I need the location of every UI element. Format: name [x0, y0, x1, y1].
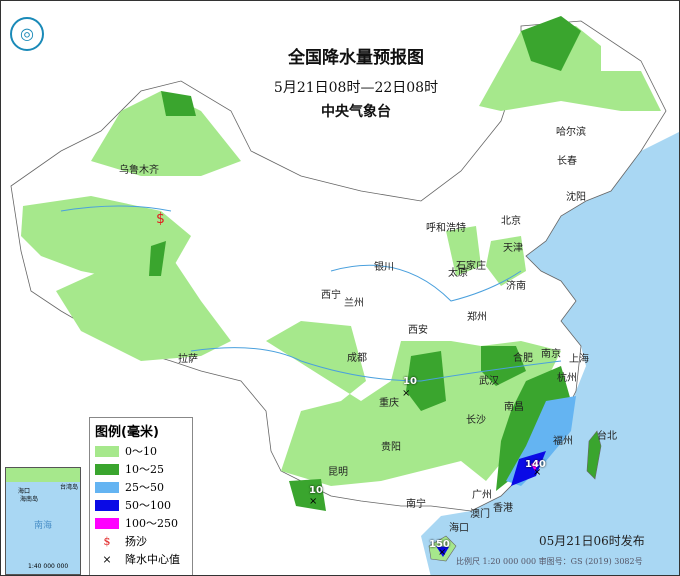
center-marker: ×: [438, 547, 446, 558]
city-label: 上海: [569, 354, 589, 365]
legend-item: $ 扬沙: [95, 532, 187, 550]
center-marker: ×: [533, 467, 541, 478]
rain-10-25: [149, 16, 581, 511]
city-label: 台北: [597, 431, 617, 442]
city-label: 重庆: [379, 398, 399, 409]
map-period: 5月21日08时—22日08时: [273, 80, 439, 96]
center-value: 140: [525, 459, 546, 470]
city-label: 杭州: [557, 373, 577, 384]
legend-swatch: [95, 445, 119, 457]
city-label: 乌鲁木齐: [119, 165, 159, 176]
legend-label: 50～100: [125, 499, 171, 512]
legend-label: 降水中心值: [125, 553, 180, 566]
city-label: 长春: [557, 156, 577, 167]
city-label: 天津: [503, 243, 523, 254]
inset-label: 海口: [18, 488, 31, 495]
center-marker: ×: [402, 388, 410, 399]
inset-land: [6, 468, 80, 482]
legend-label: 扬沙: [125, 535, 147, 548]
legend-label: 10～25: [125, 463, 164, 476]
legend-swatch: [95, 481, 119, 493]
city-label: 广州: [472, 490, 492, 501]
legend-swatch: [95, 463, 119, 475]
legend-item: 10～25: [95, 460, 187, 478]
taiwan: [586, 430, 602, 480]
city-label: 成都: [347, 353, 367, 364]
legend: 图例(毫米) 0～10 10～25 25～50 50～100 100～250 $…: [89, 417, 193, 575]
city-label: 太原: [448, 268, 468, 279]
river: [60, 205, 562, 382]
city-label: 拉萨: [178, 354, 198, 365]
sand-icon: $: [103, 534, 111, 548]
city-label: 沈阳: [566, 192, 586, 203]
center-value: 10: [403, 376, 417, 387]
legend-item: 100～250: [95, 514, 187, 532]
city-label: 北京: [501, 216, 521, 227]
city-label: 南宁: [406, 499, 426, 510]
inset-label: 台湾岛: [60, 484, 79, 491]
city-label: 长沙: [466, 415, 486, 426]
rain-100-250: [531, 461, 539, 471]
center-value: 150: [429, 539, 450, 550]
city-label: 西安: [408, 325, 428, 336]
map-title: 全国降水量预报图: [288, 48, 424, 68]
city-label: 呼和浩特: [426, 223, 466, 234]
cma-logo: ◎: [10, 17, 44, 51]
legend-item: 0～10: [95, 442, 187, 460]
legend-label: 0～10: [125, 445, 157, 458]
inset-sea-label: 南海: [34, 521, 53, 531]
city-label: 济南: [506, 281, 526, 292]
city-label: 银川: [374, 262, 394, 273]
city-label: 西宁: [321, 290, 341, 301]
legend-title: 图例(毫米): [95, 425, 159, 440]
city-label: 香港: [493, 503, 513, 514]
city-label: 郑州: [467, 312, 487, 323]
city-label: 澳门: [470, 509, 490, 520]
center-marker: ×: [309, 496, 317, 507]
map-issuer: 中央气象台: [321, 104, 391, 120]
city-label: 兰州: [344, 298, 364, 309]
city-label: 武汉: [479, 376, 499, 387]
city-label: 南昌: [504, 402, 524, 413]
city-label: 合肥: [513, 353, 533, 364]
ocean: [421, 132, 679, 575]
legend-label: 25～50: [125, 481, 164, 494]
city-label: 贵阳: [381, 442, 401, 453]
rain-50-100: [511, 451, 546, 486]
legend-item: 25～50: [95, 478, 187, 496]
city-label: 哈尔滨: [556, 127, 586, 138]
city-label: 昆明: [328, 467, 348, 478]
city-label: 石家庄: [456, 261, 486, 272]
legend-label: 100～250: [125, 517, 178, 530]
city-label: 福州: [553, 436, 573, 447]
city-label: 南京: [541, 349, 561, 360]
south-china-sea-inset: 海口 海南岛 台湾岛 南海 1:40 000 000: [5, 467, 81, 575]
inset-scale: 1:40 000 000: [28, 563, 69, 570]
scale-note: 比例尺 1:20 000 000 审图号：GS (2019) 3082号: [456, 557, 643, 566]
legend-swatch: [95, 517, 119, 529]
legend-swatch: [95, 499, 119, 511]
center-value: 10: [309, 485, 323, 496]
legend-item: × 降水中心值: [95, 550, 187, 568]
rain-hainan: [436, 546, 449, 557]
issued-time: 05月21日06时发布: [539, 534, 645, 548]
center-marker-icon: ×: [102, 552, 112, 566]
city-label: 海口: [449, 523, 469, 534]
inset-label: 海南岛: [20, 496, 39, 503]
sand-icon: $: [156, 211, 165, 227]
legend-item: 50～100: [95, 496, 187, 514]
